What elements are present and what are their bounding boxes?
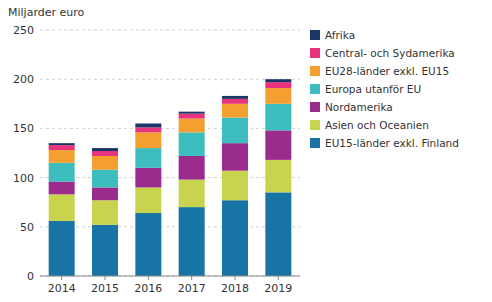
- bars: [49, 79, 292, 276]
- legend-label: Central- och Sydamerika: [325, 47, 455, 59]
- bar-segment: [222, 96, 248, 99]
- bar-segment: [179, 207, 205, 276]
- bar-segment: [49, 221, 75, 276]
- grid-line: [40, 226, 300, 227]
- bar-segment: [179, 180, 205, 208]
- bar-segment: [222, 143, 248, 171]
- grid-line: [40, 177, 300, 178]
- y-tick-label: 250: [13, 24, 34, 37]
- legend-swatch: [310, 138, 320, 148]
- bar-segment: [222, 200, 248, 276]
- bar-segment: [135, 187, 161, 213]
- bar-segment: [92, 148, 118, 151]
- chart-svg: Miljarder euro 0 50 100 150 200 250 2014 2015 201…: [0, 0, 492, 302]
- bar-segment: [135, 148, 161, 168]
- bar-segment: [179, 156, 205, 180]
- legend-swatch: [310, 30, 320, 40]
- x-tick: [148, 276, 149, 280]
- legend-swatch: [310, 66, 320, 76]
- bar-segment: [135, 213, 161, 276]
- legend: Afrika Central- och Sydamerika EU28-länder…: [310, 29, 459, 149]
- bar-segment: [92, 187, 118, 200]
- chart-container: Miljarder euro 0 50 100 150 200 250 2014 2015 201…: [0, 0, 492, 302]
- bar-segment: [92, 170, 118, 188]
- bar-segment: [222, 99, 248, 104]
- bar-segment: [135, 168, 161, 188]
- grid-line: [40, 79, 300, 80]
- bar-segment: [92, 200, 118, 225]
- y-tick-label: 100: [13, 172, 34, 185]
- x-tick: [191, 276, 192, 280]
- bar-segment: [49, 145, 75, 150]
- grid-line: [40, 276, 300, 277]
- bar-segment: [222, 118, 248, 144]
- grid-line: [40, 128, 300, 129]
- x-tick-label: 2019: [264, 282, 292, 295]
- grid: [40, 30, 300, 276]
- grid-line: [40, 30, 300, 31]
- bar-segment: [265, 88, 291, 104]
- legend-label: Europa utanför EU: [325, 83, 421, 95]
- y-axis-label: Miljarder euro: [8, 6, 85, 19]
- x-tick-label: 2017: [178, 282, 206, 295]
- bar-segment: [49, 143, 75, 145]
- bar-segment: [49, 163, 75, 182]
- x-tick: [235, 276, 236, 280]
- y-tick-label: 200: [13, 73, 34, 86]
- bar-segment: [135, 123, 161, 127]
- bar-segment: [265, 130, 291, 160]
- x-axis-line: [40, 276, 300, 277]
- y-tick-label: 0: [27, 270, 34, 283]
- bar-segment: [92, 156, 118, 170]
- bar-segment: [92, 225, 118, 276]
- bar-segment: [179, 114, 205, 119]
- bar-segment: [92, 151, 118, 156]
- bar-segment: [49, 182, 75, 195]
- x-tick-label: 2016: [134, 282, 162, 295]
- bar-segment: [265, 82, 291, 88]
- bar-segment: [179, 132, 205, 156]
- bar-segment: [265, 160, 291, 192]
- legend-label: Nordamerika: [325, 101, 393, 113]
- bar-segment: [179, 112, 205, 114]
- x-tick: [61, 276, 62, 280]
- bar-segment: [179, 119, 205, 133]
- x-tick: [278, 276, 279, 280]
- bar-segment: [135, 127, 161, 132]
- x-tick-label: 2014: [48, 282, 76, 295]
- bar-segment: [222, 104, 248, 118]
- bar-segment: [135, 132, 161, 148]
- bar-segment: [265, 104, 291, 131]
- bar-segment: [49, 150, 75, 163]
- legend-swatch: [310, 48, 320, 58]
- legend-swatch: [310, 84, 320, 94]
- bar-segment: [265, 79, 291, 82]
- legend-label: EU15-länder exkl. Finland: [325, 137, 459, 149]
- legend-label: Afrika: [325, 29, 355, 41]
- x-tick: [105, 276, 106, 280]
- x-tick-label: 2018: [221, 282, 249, 295]
- legend-label: Asien och Oceanien: [325, 119, 429, 131]
- y-tick-label: 50: [20, 221, 34, 234]
- x-tick-label: 2015: [91, 282, 119, 295]
- legend-swatch: [310, 102, 320, 112]
- bar-segment: [49, 194, 75, 221]
- legend-label: EU28-länder exkl. EU15: [325, 65, 449, 77]
- bar-segment: [222, 171, 248, 201]
- legend-swatch: [310, 120, 320, 130]
- y-tick-label: 150: [13, 122, 34, 135]
- bar-segment: [265, 192, 291, 276]
